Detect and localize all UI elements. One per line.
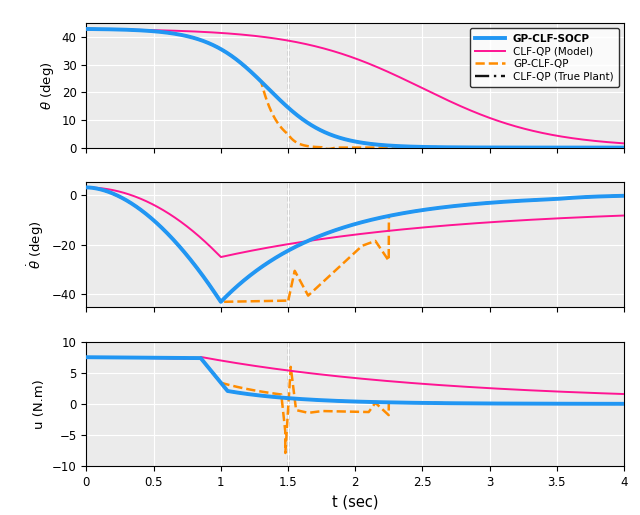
X-axis label: t (sec): t (sec) [332,494,378,509]
Y-axis label: $\theta$ (deg): $\theta$ (deg) [39,61,56,110]
Y-axis label: $\dot{\theta}$ (deg): $\dot{\theta}$ (deg) [26,220,46,269]
Legend: GP-CLF-SOCP, CLF-QP (Model), GP-CLF-QP, CLF-QP (True Plant): GP-CLF-SOCP, CLF-QP (Model), GP-CLF-QP, … [470,28,619,87]
Y-axis label: u (N.m): u (N.m) [33,379,46,429]
